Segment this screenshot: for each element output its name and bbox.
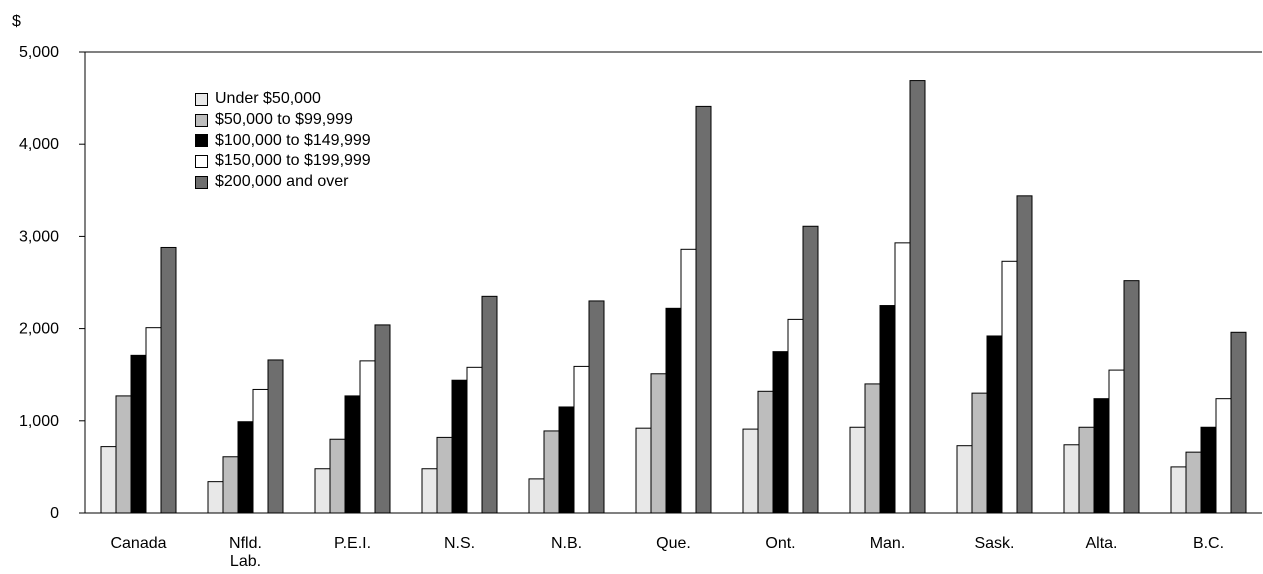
- x-tick-label: P.E.I.: [334, 535, 371, 552]
- legend-label: $50,000 to $99,999: [215, 111, 353, 129]
- bar: [971, 392, 988, 514]
- bar: [1016, 195, 1033, 514]
- bar: [635, 427, 652, 514]
- legend-swatch: [195, 113, 208, 127]
- legend-label: $200,000 and over: [215, 173, 349, 191]
- legend-item: $100,000 to $149,999: [195, 130, 371, 151]
- bar: [1108, 369, 1125, 514]
- x-tick-label: Sask.: [974, 535, 1014, 552]
- bar: [329, 438, 346, 514]
- legend-swatch: [195, 134, 208, 148]
- bar: [359, 360, 376, 514]
- x-tick-label: Man.: [870, 535, 906, 552]
- y-tick-label: 5,000: [19, 44, 59, 61]
- bar: [100, 446, 117, 514]
- bar: [222, 456, 239, 514]
- bar: [757, 390, 774, 514]
- bar: [558, 406, 575, 514]
- bar: [650, 373, 667, 514]
- legend-swatch: [195, 154, 208, 168]
- bar: [665, 307, 682, 514]
- bar: [864, 383, 881, 514]
- x-tick-label: Lab.: [230, 553, 261, 569]
- y-tick-label: 0: [50, 505, 59, 522]
- bar: [1093, 398, 1110, 514]
- y-tick-label: 4,000: [19, 136, 59, 153]
- bar: [115, 395, 132, 514]
- bars: [100, 80, 1247, 514]
- bar: [956, 445, 973, 514]
- bar: [252, 388, 269, 514]
- bar: [1078, 426, 1095, 514]
- bar: [1123, 280, 1140, 514]
- y-tick-label: 1,000: [19, 413, 59, 430]
- bar: [543, 430, 560, 514]
- bar: [344, 395, 361, 514]
- bar: [1170, 466, 1187, 514]
- bar: [802, 225, 819, 514]
- bar: [1215, 398, 1232, 514]
- bar: [207, 481, 224, 514]
- bar: [528, 478, 545, 514]
- bar: [314, 468, 331, 514]
- bar: [849, 426, 866, 514]
- legend-label: $100,000 to $149,999: [215, 131, 371, 149]
- bar: [267, 359, 284, 514]
- x-tick-label: Nfld.: [229, 535, 262, 552]
- bar: [1200, 426, 1217, 514]
- bar: [374, 324, 391, 514]
- bar: [573, 365, 590, 514]
- bar: [680, 248, 697, 514]
- x-tick-label: B.C.: [1193, 535, 1224, 552]
- bar: [1185, 451, 1202, 514]
- x-tick-label: N.B.: [551, 535, 582, 552]
- bar: [421, 468, 438, 514]
- x-tick-label: N.S.: [444, 535, 475, 552]
- legend-label: Under $50,000: [215, 90, 321, 108]
- bar: [742, 428, 759, 514]
- x-tick-label: Canada: [110, 535, 166, 552]
- x-tick-label: Que.: [656, 535, 691, 552]
- y-axis-label: $: [12, 13, 21, 30]
- y-tick-label: 2,000: [19, 321, 59, 338]
- bar: [145, 327, 162, 514]
- x-tick-label: Ont.: [765, 535, 795, 552]
- bar: [160, 246, 177, 514]
- bar: [481, 295, 498, 514]
- bar: [909, 80, 926, 514]
- bar: [588, 300, 605, 514]
- bar: [237, 421, 254, 514]
- legend-swatch: [195, 175, 208, 189]
- bar: [1230, 331, 1247, 514]
- legend-item: $50,000 to $99,999: [195, 110, 371, 131]
- bar: [451, 379, 468, 514]
- bar: [1001, 260, 1018, 514]
- bar: [879, 305, 896, 514]
- bar: [894, 242, 911, 514]
- bar: [986, 335, 1003, 514]
- x-tick-label: Alta.: [1085, 535, 1117, 552]
- bar: [787, 318, 804, 514]
- legend: Under $50,000 $50,000 to $99,999 $100,000 …: [195, 89, 371, 192]
- bar: [436, 436, 453, 514]
- bar: [695, 105, 712, 514]
- bar: [772, 351, 789, 514]
- legend-label: $150,000 to $199,999: [215, 152, 371, 170]
- legend-swatch: [195, 92, 208, 106]
- y-tick-label: 3,000: [19, 228, 59, 245]
- legend-item: $200,000 and over: [195, 172, 371, 193]
- bar: [1063, 444, 1080, 514]
- legend-item: Under $50,000: [195, 89, 371, 110]
- bar: [466, 366, 483, 514]
- legend-item: $150,000 to $199,999: [195, 151, 371, 172]
- bar: [130, 354, 147, 514]
- x-tick-labels: Canada Nfld.Lab. P.E.I. N.S. N.B. Que. Ont. Man…: [110, 535, 1224, 570]
